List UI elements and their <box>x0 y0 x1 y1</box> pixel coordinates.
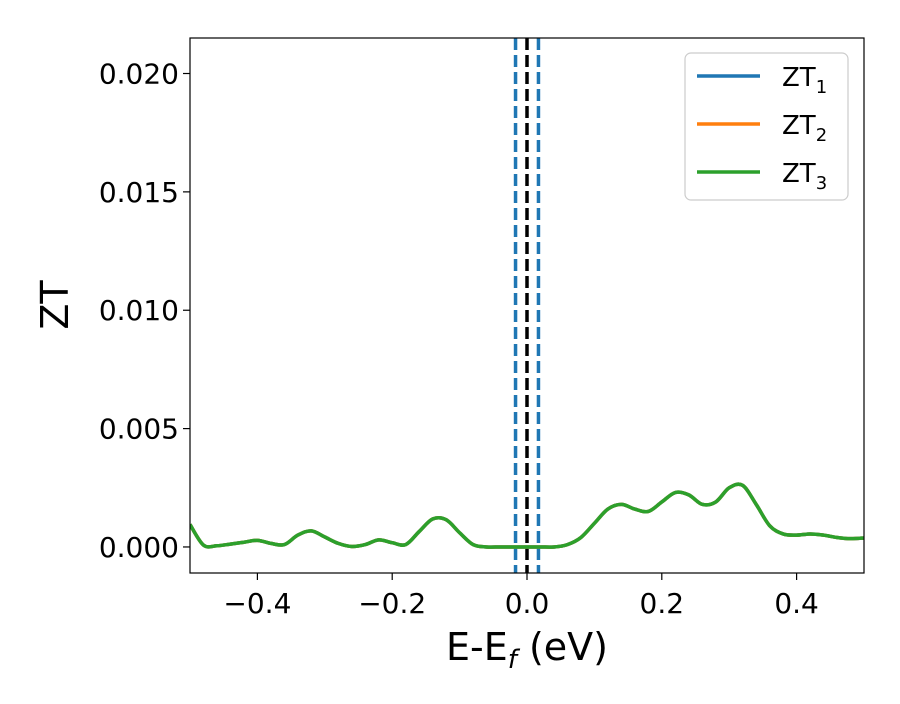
series-lines <box>190 482 864 549</box>
legend: ZT1 ZT2 ZT3 <box>684 52 849 201</box>
y-axis-title: ZT <box>33 280 77 330</box>
series-line-zt3 <box>190 482 864 549</box>
y-tick-label: 0.010 <box>99 294 179 327</box>
reference-lines <box>513 38 541 573</box>
y-tick-label: 0.020 <box>99 58 179 91</box>
x-tick-label: 0.4 <box>774 587 819 620</box>
x-tick-label: −0.2 <box>358 587 426 620</box>
y-tick-label: 0.005 <box>99 413 179 446</box>
legend-label: ZT2 <box>782 111 827 146</box>
x-tick-label: 0.2 <box>640 587 685 620</box>
x-axis-title: E-Ef (eV) <box>446 625 608 675</box>
x-tick-label: 0.0 <box>505 587 550 620</box>
y-tick-label: 0.015 <box>99 176 179 209</box>
legend-label: ZT1 <box>782 63 827 98</box>
x-axis: −0.4 −0.2 0.0 0.2 0.4 <box>223 573 819 620</box>
legend-label: ZT3 <box>782 159 827 194</box>
y-tick-label: 0.000 <box>99 531 179 564</box>
y-axis: 0.000 0.005 0.010 0.015 0.020 <box>99 58 190 564</box>
x-tick-label: −0.4 <box>223 587 291 620</box>
legend-box <box>684 52 849 201</box>
